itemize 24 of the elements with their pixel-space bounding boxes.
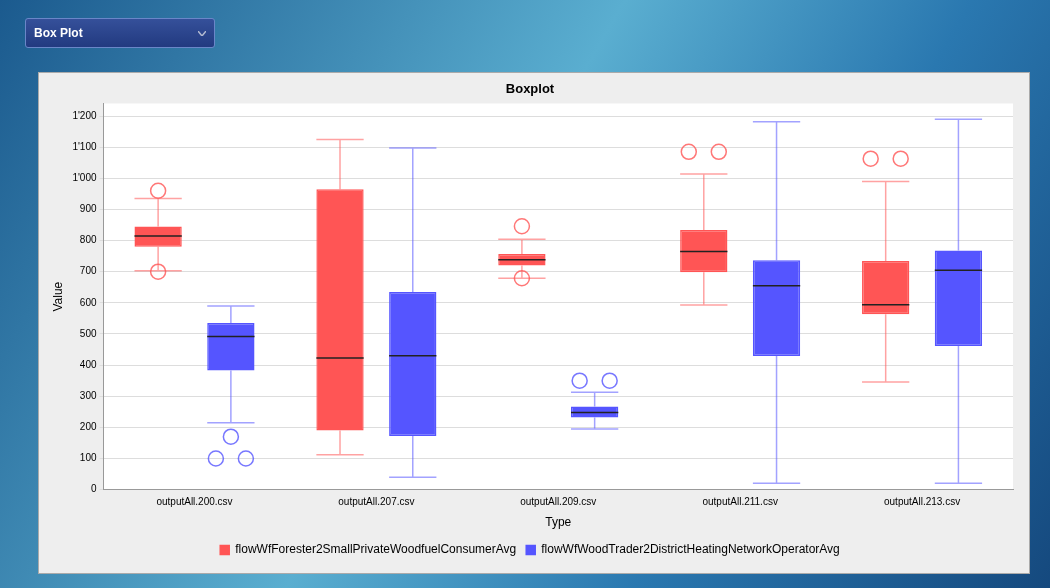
y-tick-label: 700	[79, 265, 97, 277]
legend-label: flowWfWoodTrader2DistrictHeatingNetworkOperatorAvg	[541, 542, 840, 557]
x-tick-label: outputAll.213.csv	[883, 496, 961, 508]
y-tick-label: 100	[79, 452, 97, 464]
y-tick-label: 800	[79, 234, 97, 246]
y-tick-label: 1'200	[72, 109, 97, 121]
y-tick-label: 600	[79, 296, 97, 308]
y-tick-label: 900	[79, 203, 97, 215]
y-axis-title: Value	[50, 281, 65, 312]
y-tick-label: 300	[79, 389, 97, 401]
y-tick-label: 200	[79, 421, 97, 433]
chart-title: Boxplot	[505, 81, 555, 97]
y-tick-label: 1'100	[72, 140, 97, 152]
x-tick-label: outputAll.211.csv	[702, 496, 778, 508]
y-tick-label: 1'000	[72, 172, 97, 184]
x-axis-title: Type	[545, 515, 572, 530]
y-tick-label: 500	[79, 327, 97, 339]
y-tick-label: 0	[90, 483, 97, 495]
x-tick-label: outputAll.200.csv	[156, 496, 233, 508]
x-tick-label: outputAll.209.csv	[520, 496, 597, 508]
y-tick-label: 400	[79, 358, 97, 370]
legend-label: flowWfForester2SmallPrivateWoodfuelConsumerAvg	[235, 542, 517, 557]
x-tick-label: outputAll.207.csv	[338, 496, 415, 508]
text: Box Plot	[34, 26, 83, 40]
